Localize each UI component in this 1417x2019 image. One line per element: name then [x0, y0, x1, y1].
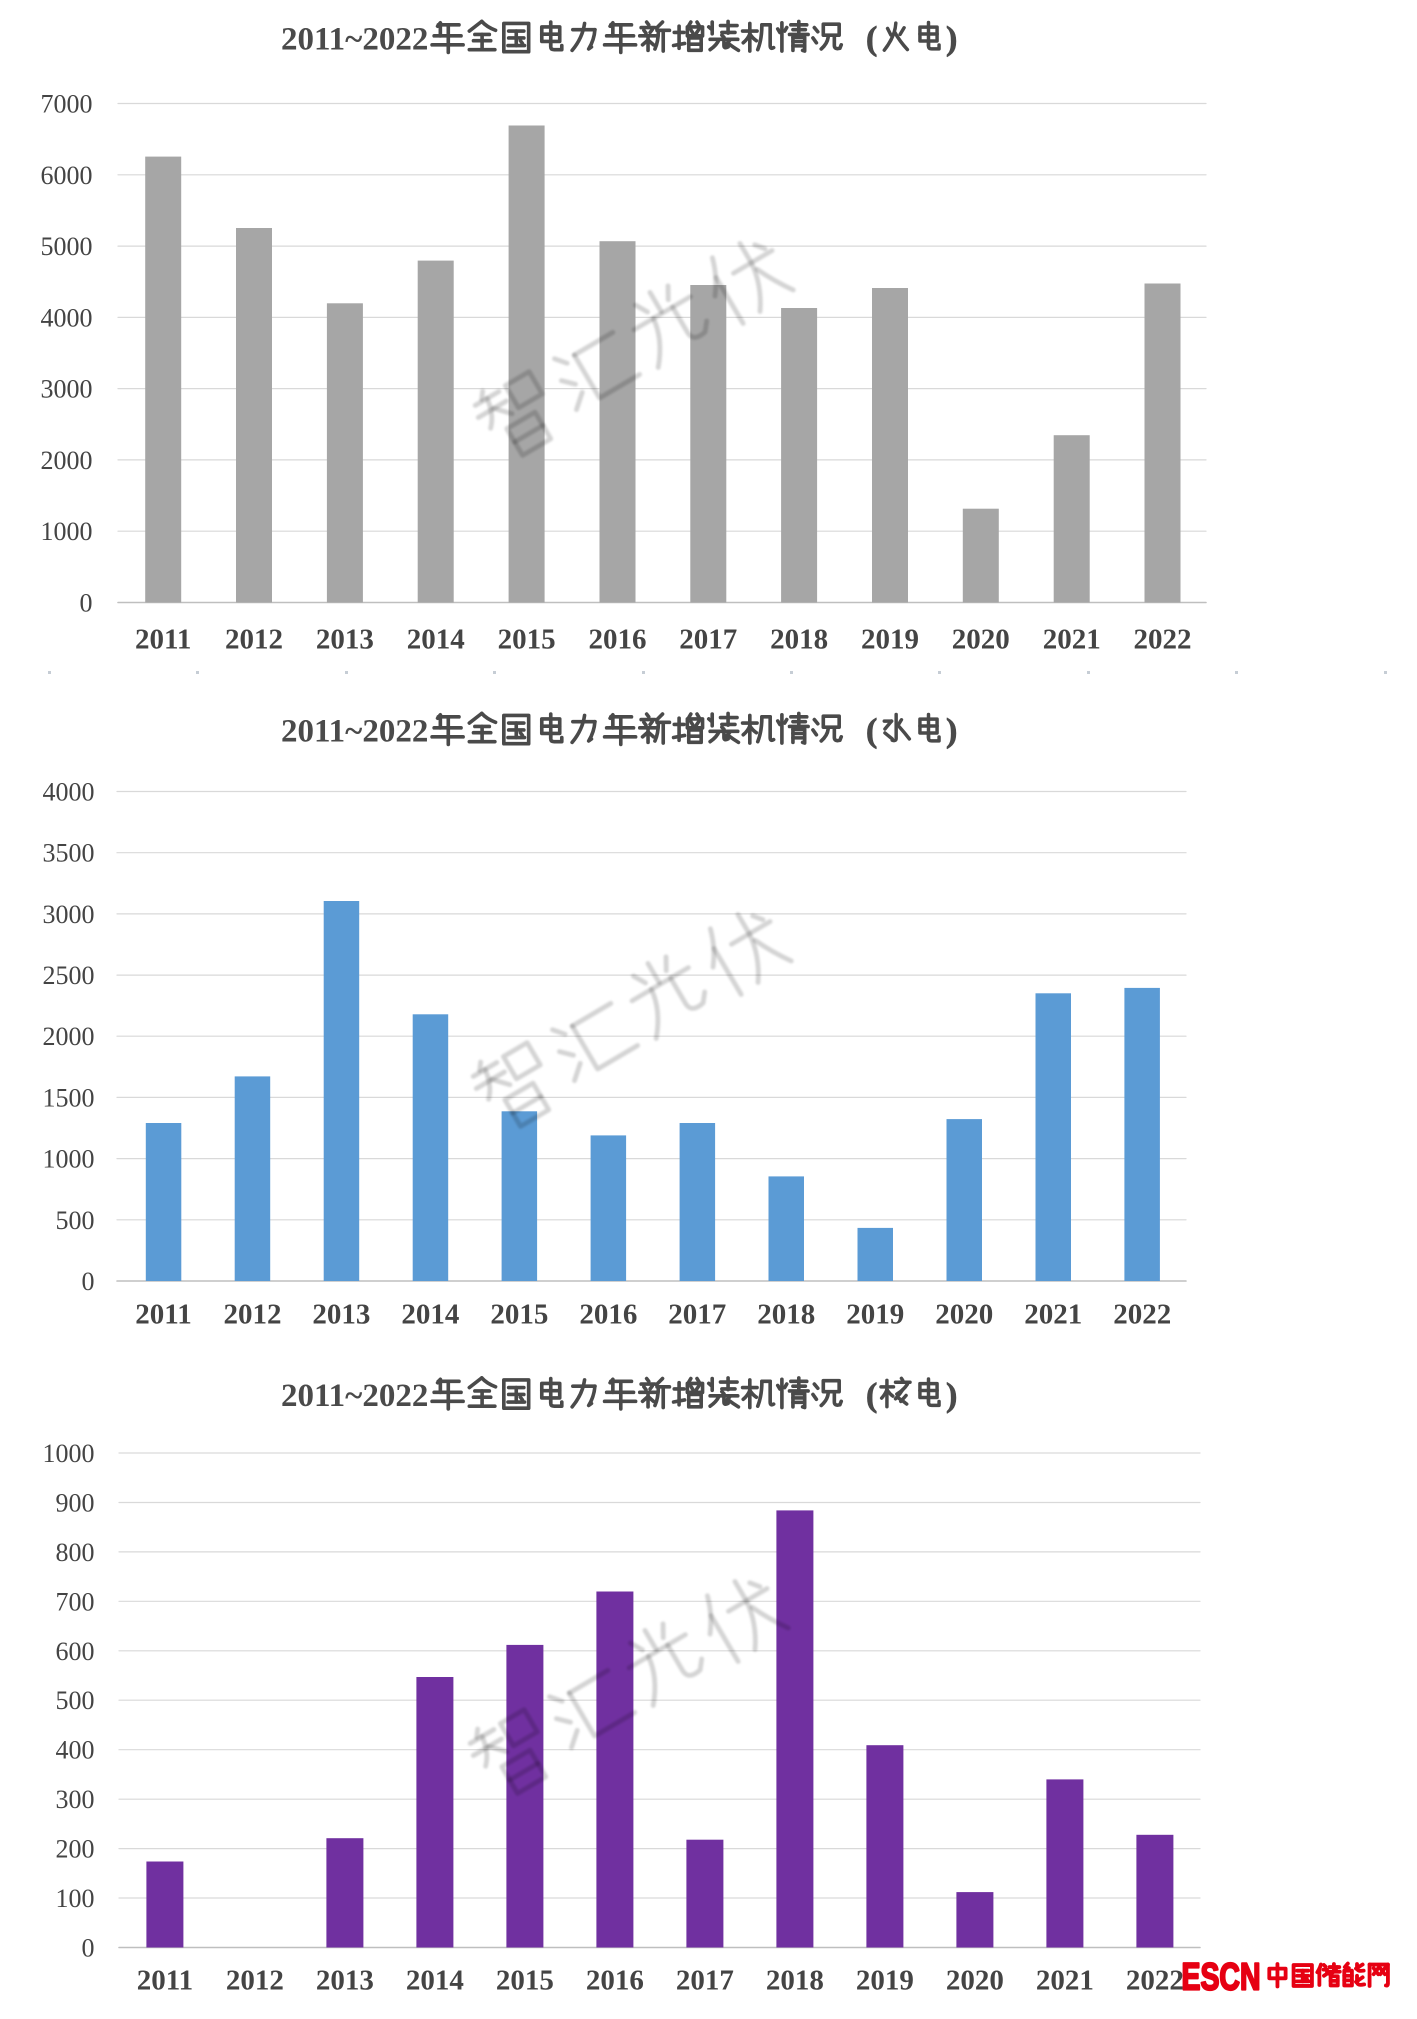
svg-text:2016: 2016 [586, 1965, 644, 1997]
svg-text:2020: 2020 [935, 1299, 993, 1331]
svg-text:2022: 2022 [1134, 624, 1192, 656]
svg-text:2020: 2020 [952, 624, 1010, 656]
svg-text:2017: 2017 [679, 624, 737, 656]
svg-text:1000: 1000 [43, 1145, 95, 1174]
svg-text:1500: 1500 [43, 1083, 95, 1112]
svg-text:2015: 2015 [498, 624, 556, 656]
svg-text:4000: 4000 [41, 303, 93, 332]
svg-text:500: 500 [56, 1206, 95, 1235]
svg-text:ESCN: ESCN [1182, 1957, 1261, 1999]
svg-text:2018: 2018 [757, 1299, 815, 1331]
svg-text:(: ( [866, 1377, 877, 1414]
svg-text:2021: 2021 [1036, 1965, 1094, 1997]
svg-text:3000: 3000 [41, 375, 93, 404]
svg-text:2015: 2015 [490, 1299, 548, 1331]
svg-text:): ) [946, 21, 957, 58]
svg-text:2011: 2011 [135, 624, 191, 656]
svg-text:2012: 2012 [224, 1299, 282, 1331]
svg-text:2012: 2012 [225, 624, 283, 656]
svg-text:6000: 6000 [41, 161, 93, 190]
svg-text:2000: 2000 [43, 1022, 95, 1051]
svg-text:2019: 2019 [861, 624, 919, 656]
svg-text:2016: 2016 [589, 624, 647, 656]
svg-text:2011~2022: 2011~2022 [281, 1378, 428, 1414]
svg-text:2019: 2019 [846, 1299, 904, 1331]
svg-text:0: 0 [80, 589, 93, 618]
svg-text:2013: 2013 [316, 624, 374, 656]
svg-text:3000: 3000 [43, 900, 95, 929]
svg-text:2021: 2021 [1043, 624, 1101, 656]
svg-text:2014: 2014 [407, 624, 465, 656]
svg-text:100: 100 [56, 1884, 95, 1913]
svg-text:2017: 2017 [668, 1299, 726, 1331]
svg-text:2020: 2020 [946, 1965, 1004, 1997]
svg-text:2021: 2021 [1024, 1299, 1082, 1331]
svg-text:2015: 2015 [496, 1965, 554, 1997]
svg-text:2018: 2018 [766, 1965, 824, 1997]
svg-text:2011: 2011 [135, 1299, 191, 1331]
svg-text:4000: 4000 [43, 778, 95, 807]
svg-text:2016: 2016 [579, 1299, 637, 1331]
svg-text:2011~2022: 2011~2022 [281, 714, 428, 750]
svg-text:(: ( [866, 713, 877, 750]
svg-text:2014: 2014 [406, 1965, 464, 1997]
svg-text:0: 0 [82, 1934, 95, 1963]
svg-text:200: 200 [56, 1835, 95, 1864]
svg-text:2000: 2000 [41, 446, 93, 475]
svg-text:2022: 2022 [1113, 1299, 1171, 1331]
svg-text:700: 700 [56, 1587, 95, 1616]
svg-text:2012: 2012 [226, 1965, 284, 1997]
svg-text:2017: 2017 [676, 1965, 734, 1997]
svg-text:): ) [946, 713, 957, 750]
svg-text:2022: 2022 [1126, 1965, 1184, 1997]
svg-text:800: 800 [56, 1538, 95, 1567]
svg-text:2014: 2014 [401, 1299, 459, 1331]
svg-text:2500: 2500 [43, 961, 95, 990]
svg-text:2011: 2011 [137, 1965, 193, 1997]
svg-text:0: 0 [82, 1267, 95, 1296]
svg-text:7000: 7000 [41, 90, 93, 119]
svg-text:2013: 2013 [316, 1965, 374, 1997]
svg-text:): ) [946, 1377, 957, 1414]
svg-text:2019: 2019 [856, 1965, 914, 1997]
svg-text:2011~2022: 2011~2022 [281, 22, 428, 58]
svg-text:1000: 1000 [43, 1439, 95, 1468]
svg-text:1000: 1000 [41, 517, 93, 546]
svg-text:400: 400 [56, 1736, 95, 1765]
svg-text:500: 500 [56, 1686, 95, 1715]
svg-text:5000: 5000 [41, 232, 93, 261]
svg-text:3500: 3500 [43, 839, 95, 868]
svg-text:2018: 2018 [770, 624, 828, 656]
svg-text:(: ( [866, 21, 877, 58]
svg-text:2013: 2013 [312, 1299, 370, 1331]
svg-text:600: 600 [56, 1637, 95, 1666]
svg-text:300: 300 [56, 1785, 95, 1814]
svg-text:900: 900 [56, 1489, 95, 1518]
